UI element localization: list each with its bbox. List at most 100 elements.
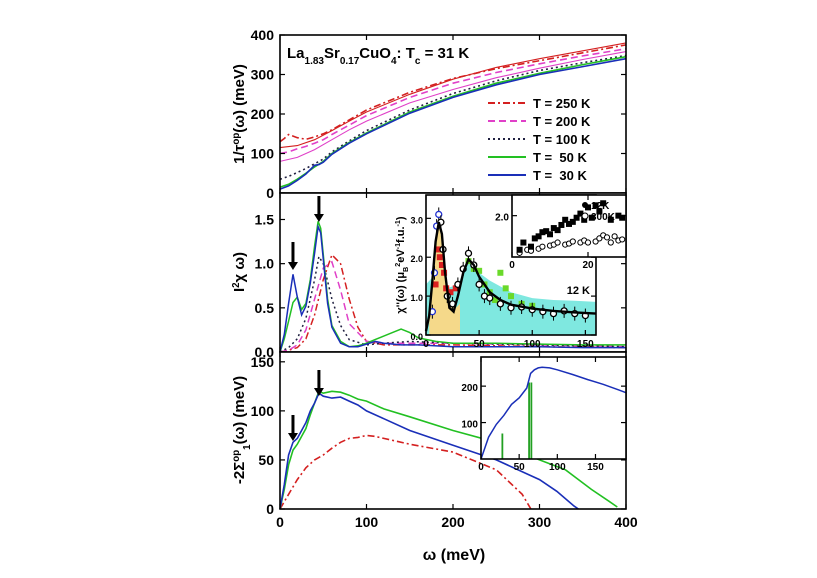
- y-tick-label: 400: [251, 27, 275, 43]
- y-tick-label: 0.0: [255, 344, 275, 360]
- x-tick-label: 20: [582, 260, 594, 271]
- data-point: [432, 281, 439, 288]
- data-point: [554, 227, 561, 234]
- label-part: I: [231, 288, 248, 292]
- series-line: [279, 223, 626, 353]
- label-part: eV: [395, 249, 407, 263]
- title-part: 0.17: [340, 56, 360, 67]
- inset-plot-area: [481, 357, 626, 459]
- data-point: [619, 214, 626, 221]
- data-point: [539, 243, 546, 250]
- series-line: [279, 57, 627, 190]
- legend-marker: [582, 202, 588, 208]
- y-tick-label: 100: [251, 146, 275, 162]
- y-axis-label: I2χ ω): [231, 252, 249, 292]
- y-tick-label: 150: [251, 354, 275, 370]
- fit-curve: [424, 221, 597, 332]
- data-point: [573, 214, 580, 221]
- data-point: [585, 204, 591, 211]
- label-part: 2: [394, 263, 402, 267]
- data-point: [569, 238, 576, 245]
- series-line: [279, 434, 532, 510]
- legend-label: 300K: [591, 212, 616, 223]
- data-point: [535, 233, 542, 240]
- x-tick-label: 100: [355, 514, 379, 530]
- data-point: [584, 239, 592, 246]
- data-point: [497, 269, 504, 276]
- data-point: [596, 208, 603, 215]
- title-part: 1.83: [305, 56, 325, 67]
- inset-frame: [511, 194, 627, 258]
- label-part: 1: [242, 444, 253, 450]
- x-axis-label: ω (meV): [423, 547, 485, 564]
- legend-label: T = 50 K: [533, 150, 587, 165]
- y-tick-label: 0.5: [255, 300, 275, 316]
- data-point: [569, 218, 576, 225]
- y-tick-label: 3.0: [410, 215, 423, 225]
- x-tick-label: 0: [423, 339, 429, 350]
- y-tick-label: 0: [266, 185, 274, 201]
- legend: T = 250 K T = 200 K T = 100 K T = 50 K T = 3…: [488, 96, 591, 183]
- plot-area: [280, 35, 626, 193]
- data-point: [550, 225, 557, 232]
- x-tick-label: 150: [587, 462, 604, 473]
- x-tick-label: 300: [528, 514, 552, 530]
- title-part: c: [415, 56, 421, 67]
- data-point: [516, 246, 523, 253]
- series-line: [279, 390, 618, 510]
- data-point: [476, 267, 483, 274]
- title-part: Sr: [324, 45, 340, 62]
- y-tick-label: 200: [461, 383, 478, 394]
- y-tick-label: 0: [266, 501, 274, 517]
- data-point: [543, 228, 550, 235]
- y-tick-label: 100: [461, 420, 478, 431]
- data-point: [547, 231, 553, 238]
- y-tick-label: 300: [251, 67, 275, 83]
- data-point: [475, 280, 483, 289]
- data-point: [566, 220, 572, 227]
- title-part: = 31 K: [420, 45, 469, 62]
- x-tick-label: 150: [577, 339, 594, 350]
- x-tick-label: 50: [514, 462, 526, 473]
- label-part: 2: [231, 282, 242, 288]
- label-part: 1/τ: [231, 144, 248, 164]
- label-part: op: [231, 450, 242, 462]
- label-part: -2Σ: [231, 462, 248, 484]
- extra-curve: [279, 42, 627, 149]
- label-part: -1: [394, 220, 402, 226]
- label-part: (ω) (meV): [231, 64, 248, 133]
- data-point: [492, 297, 499, 303]
- y-tick-label: 200: [251, 106, 275, 122]
- data-point: [603, 234, 611, 241]
- legend-label: T = 100 K: [533, 132, 591, 147]
- series-line: [279, 260, 627, 353]
- data-point: [554, 239, 561, 246]
- data-point: [464, 249, 473, 257]
- data-point: [607, 216, 614, 223]
- x-tick-label: 0: [478, 462, 484, 473]
- inset-frame: [480, 356, 627, 460]
- data-point: [435, 210, 443, 219]
- label-part: ): [395, 216, 407, 220]
- title-part: CuO: [359, 45, 391, 62]
- data-point: [600, 200, 607, 207]
- data-point: [528, 243, 534, 250]
- data-point: [615, 212, 622, 219]
- data-point: [592, 202, 599, 209]
- label-part: op: [231, 133, 242, 145]
- panel-top-relaxation-rate: 0 100 200 300 400 La1.83Sr0.17CuO4: Tc = 31 K…: [231, 27, 627, 201]
- y-axis-label: 1/τop(ω) (meV): [231, 64, 249, 164]
- label-part: -1: [394, 243, 402, 249]
- series-line: [279, 54, 627, 180]
- data-point: [562, 216, 569, 223]
- y-tick-label: 100: [251, 403, 275, 419]
- data-point: [619, 236, 626, 243]
- y-tick-label: 50: [258, 452, 274, 468]
- arrow-marker-head: [287, 262, 298, 270]
- label-part: χ ω): [231, 252, 248, 282]
- x-tick-label: 0: [276, 514, 284, 530]
- arrow-marker-head: [313, 214, 324, 222]
- data-point: [436, 254, 443, 261]
- data-point: [508, 293, 514, 300]
